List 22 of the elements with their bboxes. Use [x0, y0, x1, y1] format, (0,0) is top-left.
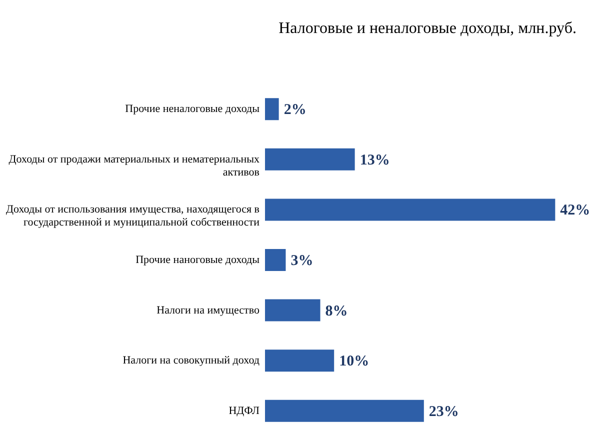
chart-title: Налоговые и неналоговые доходы, млн.руб.	[278, 20, 576, 37]
bar	[265, 148, 355, 170]
bar	[265, 400, 424, 422]
data-label: 13%	[360, 152, 390, 168]
bar	[265, 350, 334, 372]
y-tick-label: Прочие наноговые доходы	[136, 254, 260, 266]
data-label: 10%	[339, 354, 370, 370]
data-label: 23%	[428, 404, 459, 420]
data-label: 2%	[284, 102, 306, 118]
bar	[265, 98, 279, 120]
y-tick-label: Прочие неналоговые доходы	[125, 103, 260, 116]
y-tick-label: Налоги на совокупный доход	[122, 354, 260, 367]
data-label: 42%	[560, 202, 590, 219]
y-tick-label: НДФЛ	[228, 404, 260, 417]
y-tick-label: Доходы от продажи материальных и нематериальных активов	[8, 153, 260, 178]
data-label: 3%	[290, 253, 314, 269]
y-tick-label: Налоги на имущество	[156, 304, 260, 316]
bar	[265, 249, 286, 271]
y-tick-label: Доходы от использования имущества, находящегося в государственной и муниципальной собственности	[6, 204, 260, 229]
bar	[265, 198, 556, 221]
bar	[265, 299, 320, 322]
data-label: 8%	[325, 303, 348, 320]
